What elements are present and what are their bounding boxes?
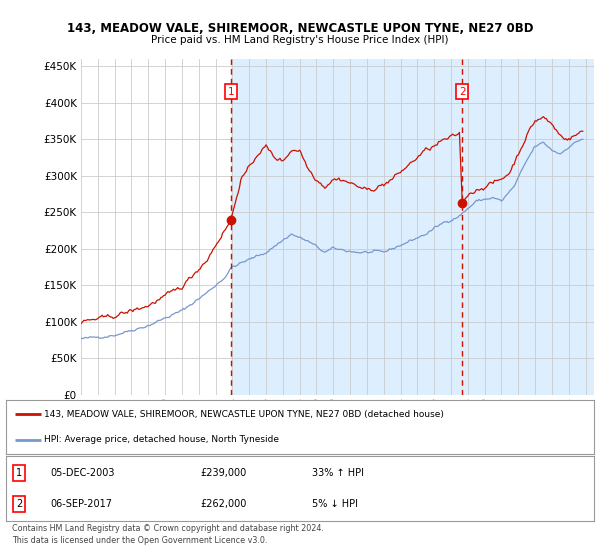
Text: Price paid vs. HM Land Registry's House Price Index (HPI): Price paid vs. HM Land Registry's House …	[151, 35, 449, 45]
Text: This data is licensed under the Open Government Licence v3.0.: This data is licensed under the Open Gov…	[12, 536, 268, 545]
Text: 06-SEP-2017: 06-SEP-2017	[50, 499, 112, 509]
Text: 1: 1	[228, 87, 235, 97]
Text: £239,000: £239,000	[200, 468, 246, 478]
Text: 2: 2	[16, 499, 22, 509]
Text: 05-DEC-2003: 05-DEC-2003	[50, 468, 115, 478]
Text: 33% ↑ HPI: 33% ↑ HPI	[312, 468, 364, 478]
Text: 1: 1	[16, 468, 22, 478]
Text: £262,000: £262,000	[200, 499, 247, 509]
Text: 5% ↓ HPI: 5% ↓ HPI	[312, 499, 358, 509]
Bar	[231, 59, 594, 395]
Text: 143, MEADOW VALE, SHIREMOOR, NEWCASTLE UPON TYNE, NE27 0BD: 143, MEADOW VALE, SHIREMOOR, NEWCASTLE U…	[67, 22, 533, 35]
Text: 143, MEADOW VALE, SHIREMOOR, NEWCASTLE UPON TYNE, NE27 0BD (detached house): 143, MEADOW VALE, SHIREMOOR, NEWCASTLE U…	[44, 410, 444, 419]
Text: HPI: Average price, detached house, North Tyneside: HPI: Average price, detached house, Nort…	[44, 435, 279, 444]
Text: Contains HM Land Registry data © Crown copyright and database right 2024.: Contains HM Land Registry data © Crown c…	[12, 524, 324, 533]
Text: 2: 2	[459, 87, 466, 97]
